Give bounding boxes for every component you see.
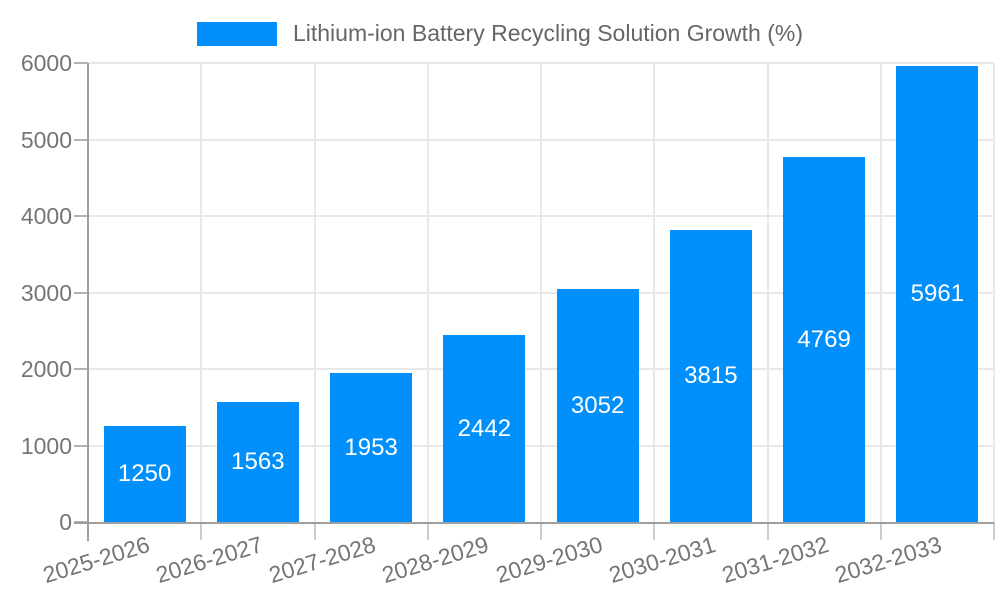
y-axis-tick — [74, 138, 88, 141]
x-axis-tick — [540, 522, 542, 540]
y-axis-line — [87, 63, 89, 541]
bar: 1953 — [330, 373, 413, 522]
bar-value-label: 5961 — [910, 280, 965, 307]
y-axis-label: 6000 — [20, 50, 72, 76]
bar-value-label: 1250 — [117, 460, 172, 487]
x-gridline — [313, 63, 316, 522]
bar: 3815 — [669, 230, 752, 522]
y-axis-label: 3000 — [20, 279, 72, 306]
x-gridline — [426, 63, 429, 522]
y-axis-tick — [74, 215, 88, 217]
bar-value-label: 3815 — [684, 362, 738, 389]
x-gridline — [653, 63, 656, 522]
bar: 4769 — [783, 157, 866, 522]
x-gridline — [993, 63, 995, 522]
x-gridline — [540, 63, 542, 522]
y-axis-label: 2000 — [20, 356, 72, 382]
bar-value-label: 4769 — [797, 325, 851, 353]
x-gridline — [879, 63, 882, 522]
x-axis-tick — [653, 522, 656, 540]
y-axis-tick — [74, 368, 88, 370]
y-axis-label: 5000 — [20, 126, 72, 153]
x-gridline — [766, 63, 769, 522]
y-axis-label: 4000 — [20, 203, 72, 229]
x-axis-tick — [993, 522, 995, 540]
legend: Lithium-ion Battery Recycling Solution G… — [0, 20, 1000, 47]
x-gridline — [200, 63, 203, 522]
bar-value-label: 3052 — [570, 391, 625, 419]
y-axis-label: 0 — [59, 509, 72, 535]
bar: 1563 — [216, 402, 299, 522]
y-axis-tick — [74, 62, 88, 64]
bar: 3052 — [556, 289, 639, 522]
bar: 5961 — [896, 66, 979, 522]
legend-swatch — [196, 21, 277, 46]
bar: 1250 — [103, 426, 186, 522]
x-axis-tick — [200, 522, 203, 540]
x-axis-tick — [879, 522, 882, 540]
x-axis-line — [74, 522, 994, 524]
bar: 2442 — [443, 335, 526, 522]
legend-label: Lithium-ion Battery Recycling Solution G… — [292, 20, 804, 46]
bar-value-label: 2442 — [457, 414, 512, 442]
bar-value-label: 1563 — [231, 448, 285, 475]
y-axis-label: 1000 — [20, 432, 72, 459]
bar-value-label: 1953 — [344, 433, 398, 461]
x-axis-tick — [766, 522, 769, 540]
x-axis-tick — [313, 522, 316, 540]
y-axis-tick — [74, 444, 88, 447]
y-axis-tick — [74, 291, 88, 294]
x-axis-tick — [426, 522, 429, 540]
